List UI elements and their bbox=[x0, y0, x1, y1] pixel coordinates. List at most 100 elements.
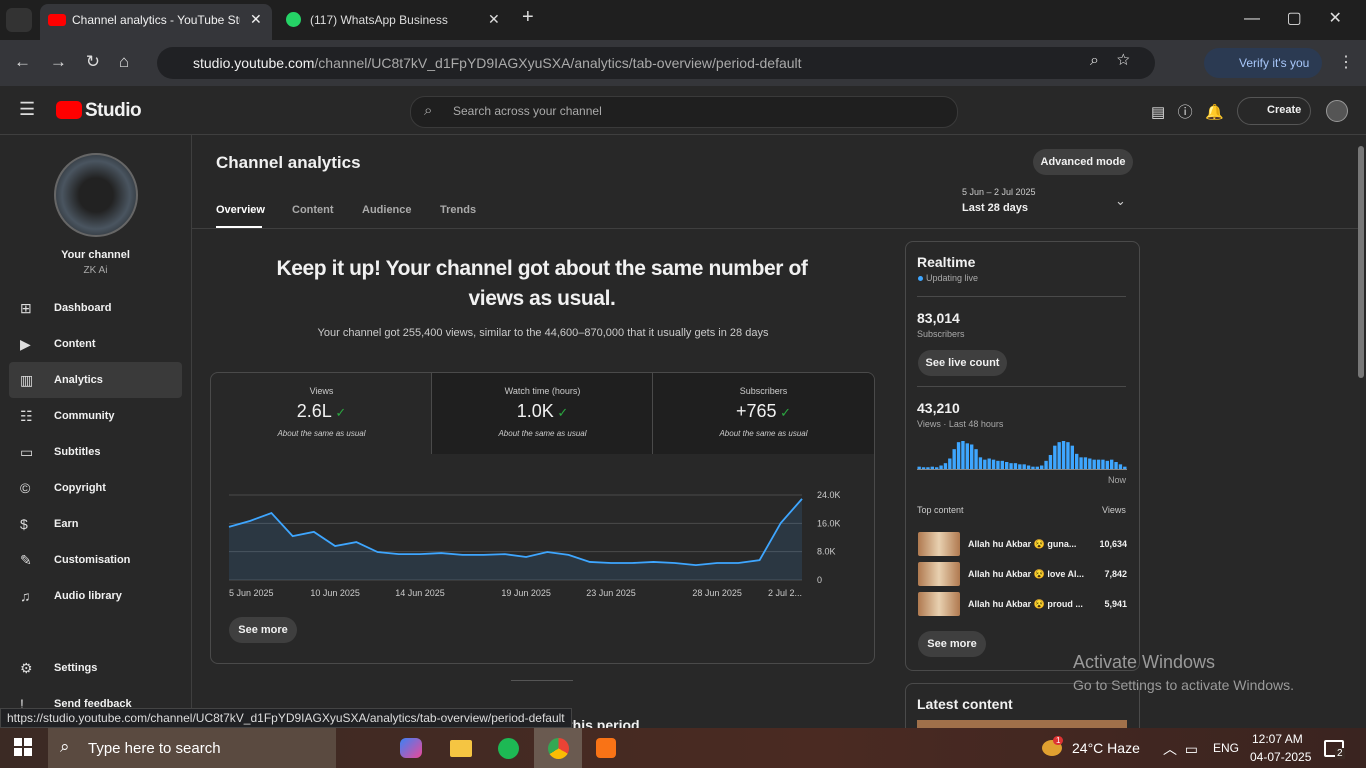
nav-item[interactable]: Earn bbox=[54, 518, 79, 530]
channel-name: ZK Ai bbox=[83, 265, 108, 276]
tab-close[interactable]: ✕ bbox=[488, 11, 500, 27]
tab-title: Channel analytics - YouTube Stu bbox=[72, 13, 240, 27]
metric-note: About the same as usual bbox=[277, 429, 366, 438]
advanced-mode[interactable]: Advanced mode bbox=[1033, 149, 1133, 175]
bar bbox=[1013, 463, 1018, 469]
nav-item[interactable]: Settings bbox=[54, 662, 98, 674]
x-tick-label: 28 Jun 2025 bbox=[692, 588, 742, 598]
hamburger[interactable]: ☰ bbox=[19, 99, 36, 119]
bar bbox=[1026, 465, 1031, 469]
bar bbox=[983, 459, 987, 469]
nav-buttons[interactable]: ← → ↻ ⌂ bbox=[14, 52, 130, 71]
bar bbox=[974, 449, 978, 469]
weather[interactable]: 24°C Haze bbox=[1072, 740, 1140, 756]
address-bar[interactable] bbox=[157, 47, 1155, 79]
metric-divider bbox=[431, 373, 432, 454]
tab[interactable]: Trends bbox=[440, 204, 477, 216]
divider bbox=[917, 296, 1126, 297]
content-title[interactable]: Allah hu Akbar 😵 guna... bbox=[968, 539, 1077, 549]
nav-item[interactable]: Customisation bbox=[54, 554, 131, 566]
account-avatar[interactable] bbox=[1326, 100, 1348, 122]
tab[interactable]: Content bbox=[292, 204, 334, 216]
content-title[interactable]: Allah hu Akbar 😵 proud ... bbox=[968, 599, 1083, 609]
search-box[interactable] bbox=[410, 96, 958, 128]
bar bbox=[1057, 442, 1061, 469]
tabs-divider bbox=[192, 228, 1358, 229]
bar bbox=[917, 466, 921, 469]
active-tab[interactable] bbox=[40, 4, 272, 40]
nav-item[interactable]: Content bbox=[54, 338, 96, 350]
taskbar-apps[interactable] bbox=[350, 728, 620, 768]
create-button[interactable] bbox=[1237, 97, 1311, 125]
language[interactable]: ENG bbox=[1213, 741, 1240, 755]
tab[interactable]: Audience bbox=[362, 204, 412, 216]
bar bbox=[1005, 462, 1009, 469]
nav-item[interactable]: Send feedback bbox=[54, 698, 132, 710]
bar bbox=[1079, 457, 1083, 469]
period-dropdown[interactable]: ⌄ bbox=[1115, 193, 1126, 208]
nav-icon: ! bbox=[20, 696, 24, 712]
tab-title[interactable]: (117) WhatsApp Business bbox=[310, 13, 448, 27]
period[interactable]: Last 28 days bbox=[962, 202, 1029, 214]
address-icons[interactable]: ⌕ ☆ bbox=[1090, 52, 1130, 69]
thumbnail[interactable] bbox=[918, 592, 960, 616]
profile-text: Verify it's you bbox=[1239, 56, 1310, 70]
page-title: Channel analytics bbox=[216, 153, 361, 172]
see-live-count[interactable]: See live count bbox=[918, 350, 1007, 376]
see-more[interactable]: See more bbox=[918, 631, 986, 657]
studio-logo[interactable]: Studio bbox=[85, 100, 142, 121]
content-views: 10,634 bbox=[1099, 539, 1127, 549]
metric-note: About the same as usual bbox=[719, 429, 808, 438]
divider bbox=[917, 386, 1126, 387]
bar bbox=[1101, 459, 1105, 469]
window-controls[interactable]: — ▢ ✕ bbox=[1244, 10, 1342, 27]
scrollbar[interactable] bbox=[1358, 146, 1364, 378]
copilot-icon[interactable] bbox=[400, 738, 422, 758]
new-tab[interactable]: + bbox=[522, 6, 534, 28]
nav-item[interactable]: Subtitles bbox=[54, 446, 101, 458]
taskbar-search[interactable] bbox=[48, 728, 336, 768]
tab-menu[interactable] bbox=[6, 8, 32, 32]
thumbnail[interactable] bbox=[918, 562, 960, 586]
tray-icons[interactable]: ︿ ▭ bbox=[1163, 741, 1199, 757]
nav-item[interactable]: Audio library bbox=[54, 590, 122, 602]
tab[interactable]: Overview bbox=[216, 204, 265, 216]
url-path: /channel/UC8t7kV_d1FpYD9IAGXyuSXA/analyt… bbox=[314, 55, 802, 71]
nav-item[interactable]: Community bbox=[54, 410, 115, 422]
nav-item[interactable]: Copyright bbox=[54, 482, 106, 494]
line bbox=[228, 498, 803, 567]
browser-menu[interactable]: ⋮ bbox=[1338, 54, 1354, 71]
latest-thumb[interactable] bbox=[917, 720, 1127, 730]
see-more[interactable]: See more bbox=[229, 617, 297, 643]
clock-time[interactable]: 12:07 AM bbox=[1252, 732, 1303, 746]
metric-label: Subscribers bbox=[739, 386, 788, 396]
bar bbox=[1061, 441, 1066, 469]
subscribers-count: 83,014 bbox=[917, 310, 960, 326]
spotify-icon[interactable] bbox=[498, 738, 519, 759]
channel-avatar[interactable] bbox=[54, 153, 138, 237]
search-icon: ⌕ bbox=[60, 737, 70, 756]
bar bbox=[952, 449, 956, 469]
youtube-logo bbox=[56, 101, 82, 119]
profile-button[interactable] bbox=[1204, 48, 1322, 78]
chrome-icon[interactable] bbox=[548, 738, 569, 759]
start-button[interactable] bbox=[14, 738, 32, 756]
bar bbox=[1096, 459, 1101, 469]
content-title[interactable]: Allah hu Akbar 😵 love Al... bbox=[968, 569, 1085, 579]
explorer-icon[interactable] bbox=[450, 740, 472, 757]
metric-number: 2.6L bbox=[296, 401, 332, 421]
fl-studio-icon[interactable] bbox=[596, 738, 616, 758]
content-views: 7,842 bbox=[1104, 569, 1127, 579]
thumbnail[interactable] bbox=[918, 532, 960, 556]
header-icons[interactable]: ▤ ⓘ 🔔 bbox=[1151, 104, 1224, 121]
weather-badge: 1 bbox=[1053, 736, 1064, 745]
nav-item[interactable]: Analytics bbox=[54, 374, 103, 386]
youtube-favicon bbox=[48, 14, 66, 26]
y-tick-label: 16.0K bbox=[817, 518, 840, 528]
subscribers-label: Subscribers bbox=[917, 329, 965, 339]
nav-item[interactable]: Dashboard bbox=[54, 302, 112, 314]
tab-close[interactable]: ✕ bbox=[250, 11, 262, 27]
clock-date[interactable]: 04-07-2025 bbox=[1250, 750, 1312, 764]
bar bbox=[956, 442, 961, 469]
